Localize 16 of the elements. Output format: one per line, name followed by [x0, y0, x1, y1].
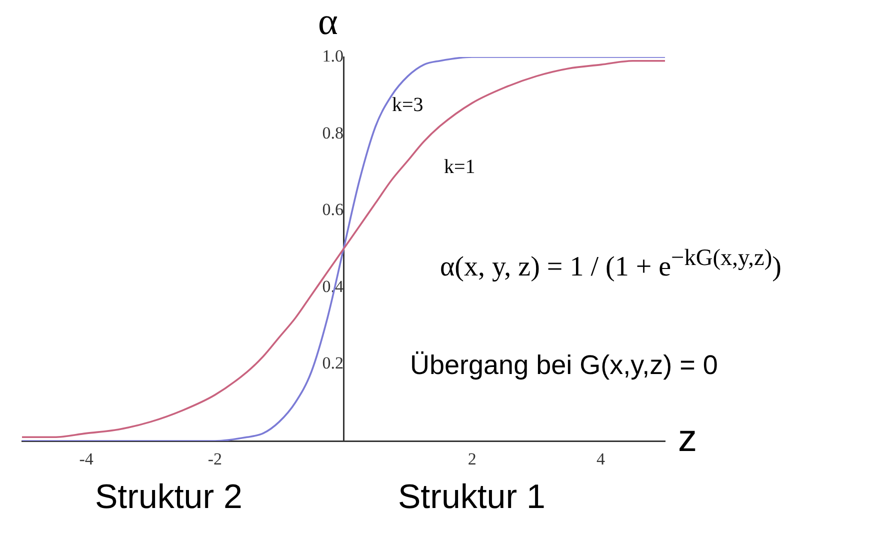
y-tick-label: 0.6 — [322, 200, 344, 220]
x-axis-title: z — [678, 418, 697, 461]
x-tick-label: 2 — [468, 450, 476, 469]
y-tick-label: 0.8 — [322, 123, 344, 142]
y-tick-label: 1.0 — [322, 46, 344, 66]
annotation: k=1 — [444, 156, 476, 179]
x-tick-label: -2 — [208, 450, 222, 469]
text: Struktur 1 — [398, 478, 546, 517]
x-tick-label: -4 — [79, 450, 94, 469]
annotation: Übergang bei G(x,y,z) = 0 — [410, 350, 718, 381]
x-tick-label: 4 — [596, 450, 606, 469]
y-axis-title: α — [318, 0, 338, 44]
annotation: k=3 — [392, 94, 424, 117]
annotation: α(x, y, z) = 1 / (1 + e$^{−kG(x,y,z)}$) — [440, 245, 782, 284]
y-tick-label: 0.2 — [322, 354, 344, 373]
text: Struktur 2 — [95, 478, 242, 517]
